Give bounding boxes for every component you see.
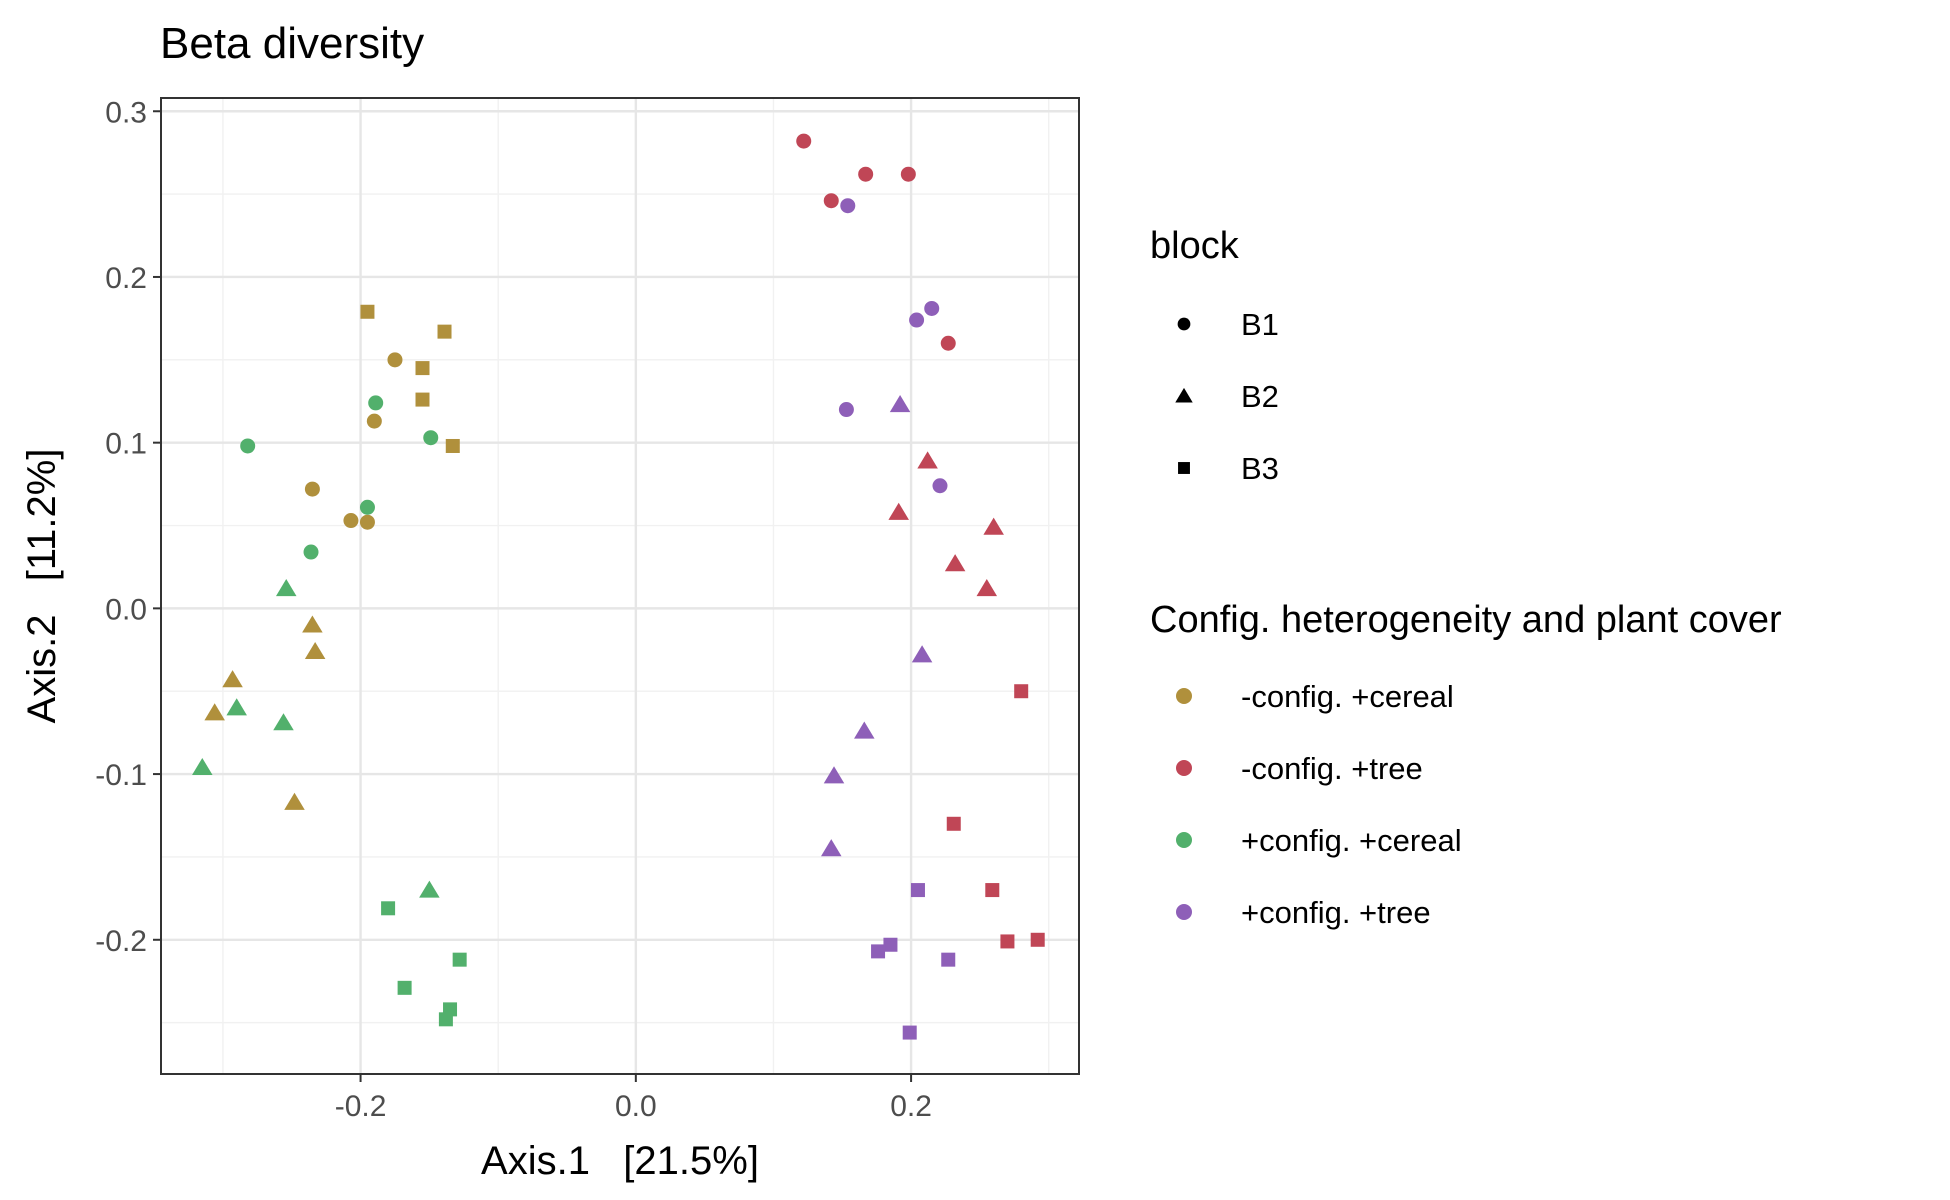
legend-config-key bbox=[1176, 904, 1192, 920]
data-point bbox=[946, 816, 961, 831]
data-point bbox=[415, 392, 430, 407]
data-point bbox=[821, 839, 842, 857]
legend-block-label: B3 bbox=[1241, 451, 1279, 486]
data-point bbox=[452, 952, 467, 967]
data-point bbox=[284, 792, 305, 810]
data-point bbox=[1014, 684, 1029, 699]
data-point bbox=[917, 451, 938, 469]
data-point bbox=[192, 757, 213, 776]
data-point bbox=[924, 300, 940, 316]
y-axis: -0.2 -0.1 0.0 0.1 0.2 0.3 bbox=[95, 96, 161, 958]
data-point bbox=[359, 499, 375, 515]
data-point bbox=[871, 944, 886, 959]
data-point bbox=[985, 883, 1000, 898]
data-point bbox=[343, 513, 359, 529]
plot-area bbox=[160, 97, 1080, 1075]
y-tick-label: 0.0 bbox=[105, 593, 147, 626]
legend-block-key bbox=[1175, 387, 1193, 403]
grid-major bbox=[161, 98, 1079, 1074]
legend-block-key bbox=[1178, 462, 1190, 474]
data-point bbox=[222, 670, 243, 688]
data-point bbox=[445, 438, 460, 453]
data-point bbox=[275, 578, 297, 597]
data-point bbox=[909, 312, 925, 328]
legend-block-key bbox=[1177, 317, 1191, 331]
plot-border bbox=[160, 97, 1080, 1075]
legend-config-label: -config. +tree bbox=[1241, 751, 1423, 786]
data-point bbox=[932, 478, 948, 494]
legend-config-label: +config. +cereal bbox=[1241, 823, 1462, 858]
data-point bbox=[381, 901, 396, 916]
plot-background bbox=[161, 98, 1079, 1074]
data-point bbox=[360, 304, 375, 319]
y-tick-label: 0.3 bbox=[105, 96, 147, 129]
data-point bbox=[1000, 934, 1015, 949]
data-point bbox=[840, 198, 856, 214]
data-point bbox=[940, 335, 956, 351]
x-tick-label: -0.2 bbox=[335, 1090, 387, 1123]
data-point bbox=[437, 324, 452, 339]
data-point bbox=[302, 615, 323, 633]
data-point bbox=[387, 352, 403, 368]
x-axis: -0.2 0.0 0.2 bbox=[335, 1074, 932, 1123]
x-tick-label: 0.2 bbox=[890, 1090, 932, 1123]
x-tick-label: 0.0 bbox=[615, 1090, 657, 1123]
data-point bbox=[976, 578, 998, 597]
legend-config-title: Config. heterogeneity and plant cover bbox=[1150, 599, 1782, 641]
data-point bbox=[888, 502, 909, 520]
data-point bbox=[397, 980, 412, 995]
data-point bbox=[941, 952, 956, 967]
legend-block-title: block bbox=[1150, 225, 1240, 267]
data-point bbox=[823, 766, 845, 784]
grid-minor bbox=[161, 98, 1079, 1074]
data-point bbox=[226, 698, 247, 716]
data-point bbox=[304, 481, 320, 497]
data-point bbox=[858, 166, 874, 182]
data-point bbox=[1030, 932, 1045, 947]
legend-config-label: -config. +cereal bbox=[1241, 679, 1454, 714]
data-point bbox=[423, 430, 439, 446]
data-points bbox=[192, 133, 1045, 1040]
legend-block-label: B1 bbox=[1241, 307, 1279, 342]
y-tick-label: 0.1 bbox=[105, 428, 147, 461]
data-point bbox=[944, 554, 966, 572]
y-tick-label: -0.1 bbox=[95, 759, 147, 792]
y-tick-label: 0.2 bbox=[105, 262, 147, 295]
data-point bbox=[910, 883, 925, 898]
data-point bbox=[240, 438, 256, 454]
legend-config-key bbox=[1176, 760, 1192, 776]
data-point bbox=[823, 193, 839, 209]
data-point bbox=[359, 514, 375, 530]
chart-title: Beta diversity bbox=[160, 19, 424, 68]
legend-config-key bbox=[1176, 688, 1192, 704]
legend-block: block B1 B2 B3 bbox=[1150, 225, 1279, 486]
data-point bbox=[304, 641, 326, 660]
legend-block-label: B2 bbox=[1241, 379, 1279, 414]
data-point bbox=[204, 703, 225, 721]
y-tick-label: -0.2 bbox=[95, 925, 147, 958]
data-point bbox=[303, 544, 319, 560]
y-axis-label: Axis.2 [11.2%] bbox=[20, 449, 64, 724]
data-point bbox=[983, 517, 1004, 535]
data-point bbox=[419, 880, 440, 898]
data-point bbox=[900, 166, 916, 182]
data-point bbox=[438, 1012, 453, 1027]
legend-config-key bbox=[1176, 832, 1192, 848]
data-point bbox=[854, 721, 875, 739]
data-point bbox=[889, 395, 911, 413]
data-point bbox=[796, 133, 812, 149]
data-point bbox=[273, 713, 294, 731]
x-axis-label: Axis.1 [21.5%] bbox=[481, 1139, 759, 1183]
data-point bbox=[883, 937, 898, 952]
data-point bbox=[838, 402, 854, 418]
data-point bbox=[902, 1025, 917, 1040]
data-point bbox=[368, 395, 384, 411]
legend-config-label: +config. +tree bbox=[1241, 895, 1431, 930]
data-point bbox=[911, 645, 933, 663]
data-point bbox=[366, 413, 382, 429]
legend-config: Config. heterogeneity and plant cover -c… bbox=[1150, 599, 1782, 930]
data-point bbox=[415, 361, 430, 376]
